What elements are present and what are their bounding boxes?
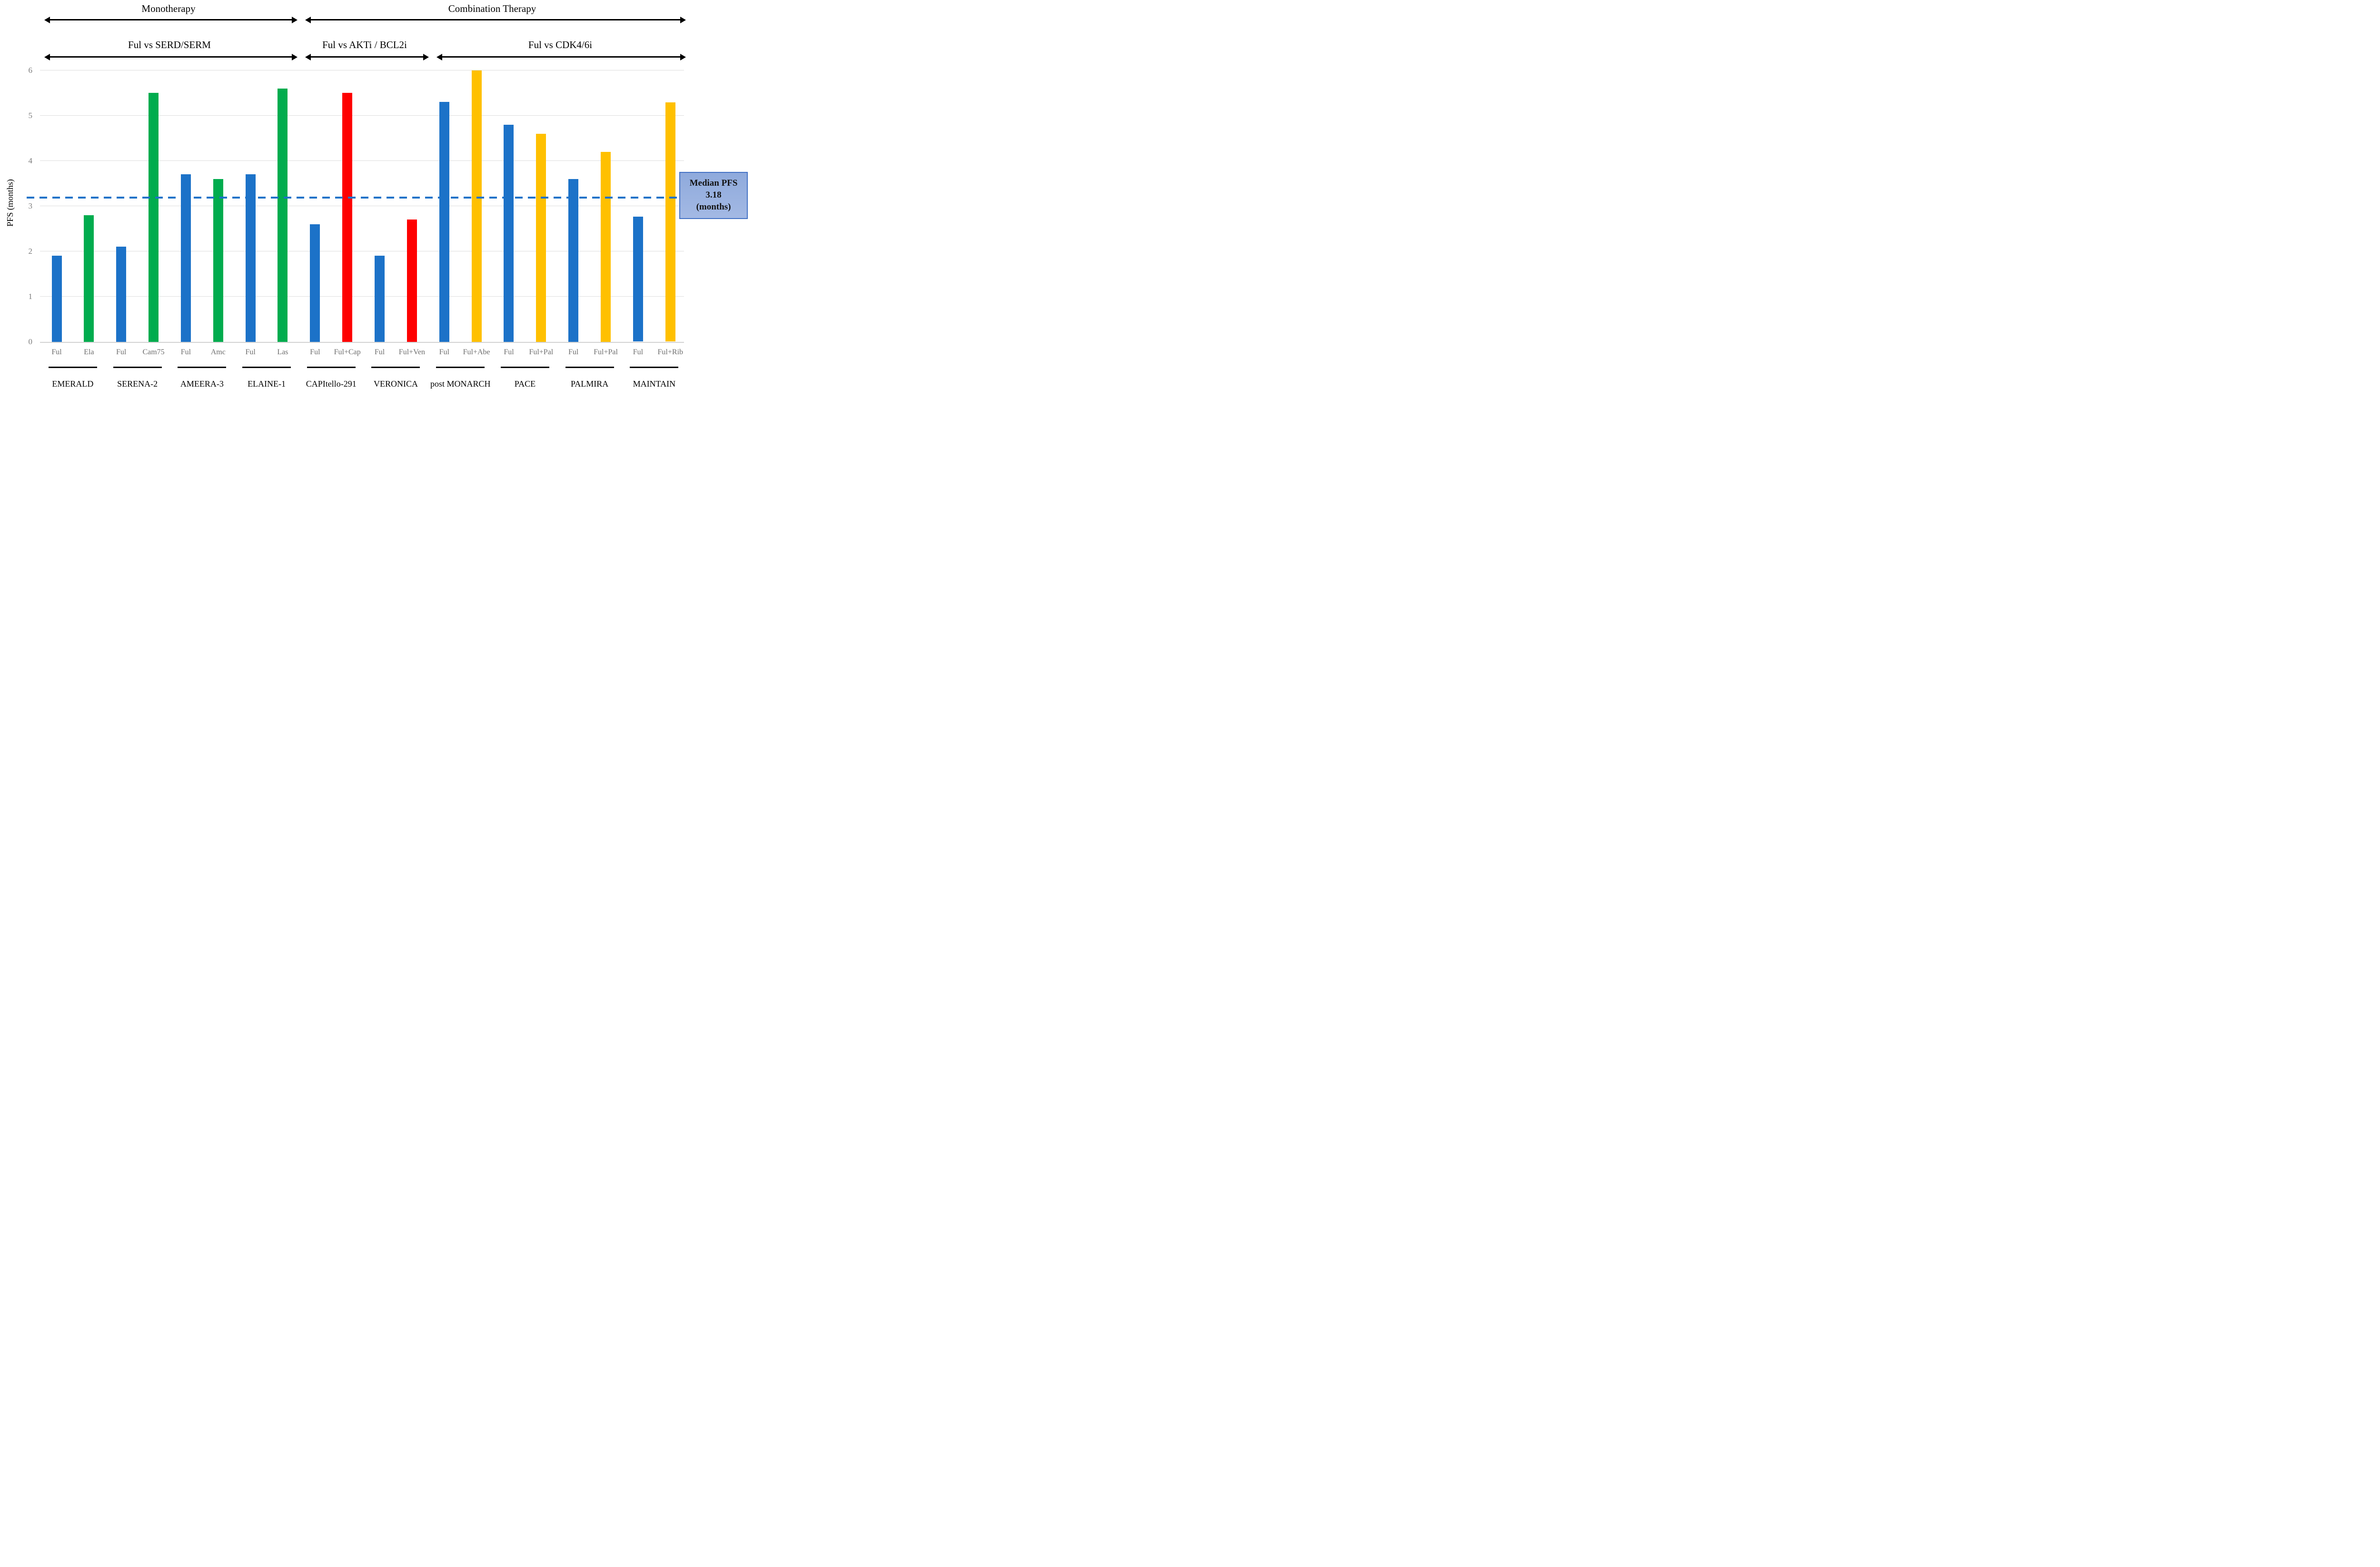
bar-ELAINE-1-Las [278, 88, 288, 342]
trial-group-underline [630, 367, 679, 368]
trial-name-label: PACE [514, 379, 536, 389]
cdk-span-arrow [442, 56, 681, 58]
bar-tick-label: Ful [439, 348, 449, 356]
monotherapy-span-arrow [50, 19, 292, 20]
bar-VERONICA-Ful [375, 256, 385, 342]
trial-name-label: CAPItello-291 [306, 379, 357, 389]
trial-group-underline [500, 367, 549, 368]
bar-CAPItello-291-Ful [310, 224, 320, 342]
trial-group-underline [436, 367, 485, 368]
gridline-5 [40, 115, 684, 116]
bar-tick-label: Ful [245, 348, 256, 356]
trial-group-underline [307, 367, 356, 368]
bar-PALMIRA-Ful+Pal [601, 151, 611, 342]
bar-tick-label: Amc [210, 348, 226, 356]
bar-tick-label: Cam75 [142, 348, 165, 356]
bar-VERONICA-Ful+Ven [407, 220, 417, 342]
bar-tick-label: Ful [374, 348, 385, 356]
y-tick-label-3: 3 [28, 201, 33, 210]
trial-group-underline [113, 367, 162, 368]
bar-tick-label: Ful [180, 348, 191, 356]
bar-tick-label: Ful+Cap [334, 348, 361, 356]
gridline-6 [40, 70, 684, 71]
bar-tick-label: Ful+Ven [398, 348, 426, 356]
bar-tick-label: Ful [310, 348, 320, 356]
akti-span-arrow [310, 56, 424, 58]
trial-name-label: post MONARCH [430, 379, 491, 389]
x-axis-line [40, 341, 684, 343]
gridline-4 [40, 160, 684, 161]
trial-group-underline [565, 367, 614, 368]
trial-name-label: VERONICA [373, 379, 418, 389]
bar-tick-label: Ful+Pal [529, 348, 554, 356]
bar-PACE-Ful+Pal [536, 133, 546, 342]
trial-group-underline [178, 367, 227, 368]
y-tick-label-2: 2 [28, 246, 33, 256]
median-box-line1: Median PFS [689, 178, 738, 189]
y-tick-label-6: 6 [28, 65, 33, 75]
bar-EMERALD-Ful [51, 256, 62, 342]
trial-name-label: SERENA-2 [117, 379, 158, 389]
bar-tick-label: Ful [116, 348, 127, 356]
serd-span-arrow [50, 56, 292, 58]
gridline-3 [40, 205, 684, 207]
bar-MAINTAIN-Ful+Rib [665, 102, 675, 342]
bar-post MONARCH-Ful [439, 102, 449, 342]
bar-PACE-Ful [504, 124, 514, 342]
y-tick-label-5: 5 [28, 110, 33, 120]
bar-AMEERA-3-Ful [180, 174, 191, 342]
bar-tick-label: Ful [568, 348, 579, 356]
gridline-2 [40, 250, 684, 252]
bar-tick-label: Ful [633, 348, 644, 356]
bar-SERENA-2-Ful [116, 247, 127, 342]
trial-name-label: AMEERA-3 [180, 379, 224, 389]
bar-tick-label: Ful+Pal [594, 348, 618, 356]
trial-name-label: EMERALD [52, 379, 94, 389]
akti-subheader: Ful vs AKTi / BCL2i [322, 39, 407, 50]
median-box-line3: (months) [696, 201, 731, 212]
y-tick-label-0: 0 [28, 337, 33, 346]
trial-group-underline [371, 367, 420, 368]
pfs-bar-chart-figure: Monotherapy Combination Therapy Ful vs S… [0, 0, 753, 392]
cdk-subheader: Ful vs CDK4/6i [528, 39, 593, 50]
median-pfs-callout-box: Median PFS 3.18 (months) [679, 172, 748, 219]
bar-post MONARCH-Ful+Abe [471, 70, 482, 342]
trial-group-underline [242, 367, 291, 368]
trial-name-label: ELAINE-1 [248, 379, 286, 389]
gridline-1 [40, 296, 684, 297]
median-pfs-reference-line [27, 197, 679, 199]
serd-subheader: Ful vs SERD/SERM [128, 39, 211, 50]
trial-name-label: MAINTAIN [633, 379, 676, 389]
bar-CAPItello-291-Ful+Cap [342, 93, 353, 342]
bar-tick-label: Las [277, 348, 288, 356]
bar-tick-label: Ful [51, 348, 62, 356]
bar-tick-label: Ful [504, 348, 514, 356]
plot-area: 0 1 2 3 4 5 6 Ful Ela EMERALD Ful Cam75 SERENA-2 Ful A… [0, 0, 753, 392]
y-tick-label-1: 1 [28, 291, 33, 301]
monotherapy-header: Monotherapy [141, 3, 196, 14]
trial-group-underline [48, 367, 97, 368]
bar-EMERALD-Ela [84, 215, 94, 342]
bar-tick-label: Ful+Abe [463, 348, 490, 356]
combination-header: Combination Therapy [448, 3, 536, 14]
bar-PALMIRA-Ful [568, 179, 579, 342]
bar-MAINTAIN-Ful [633, 217, 643, 342]
y-tick-label-4: 4 [28, 156, 33, 165]
median-box-line2: 3.18 [705, 190, 722, 200]
bar-AMEERA-3-Amc [213, 179, 223, 342]
bar-tick-label: Ful+Rib [657, 348, 684, 356]
bar-ELAINE-1-Ful [245, 174, 256, 342]
trial-name-label: PALMIRA [570, 379, 609, 389]
bar-SERENA-2-Cam75 [149, 93, 159, 342]
bar-tick-label: Ela [84, 348, 94, 356]
combination-span-arrow [310, 19, 681, 20]
